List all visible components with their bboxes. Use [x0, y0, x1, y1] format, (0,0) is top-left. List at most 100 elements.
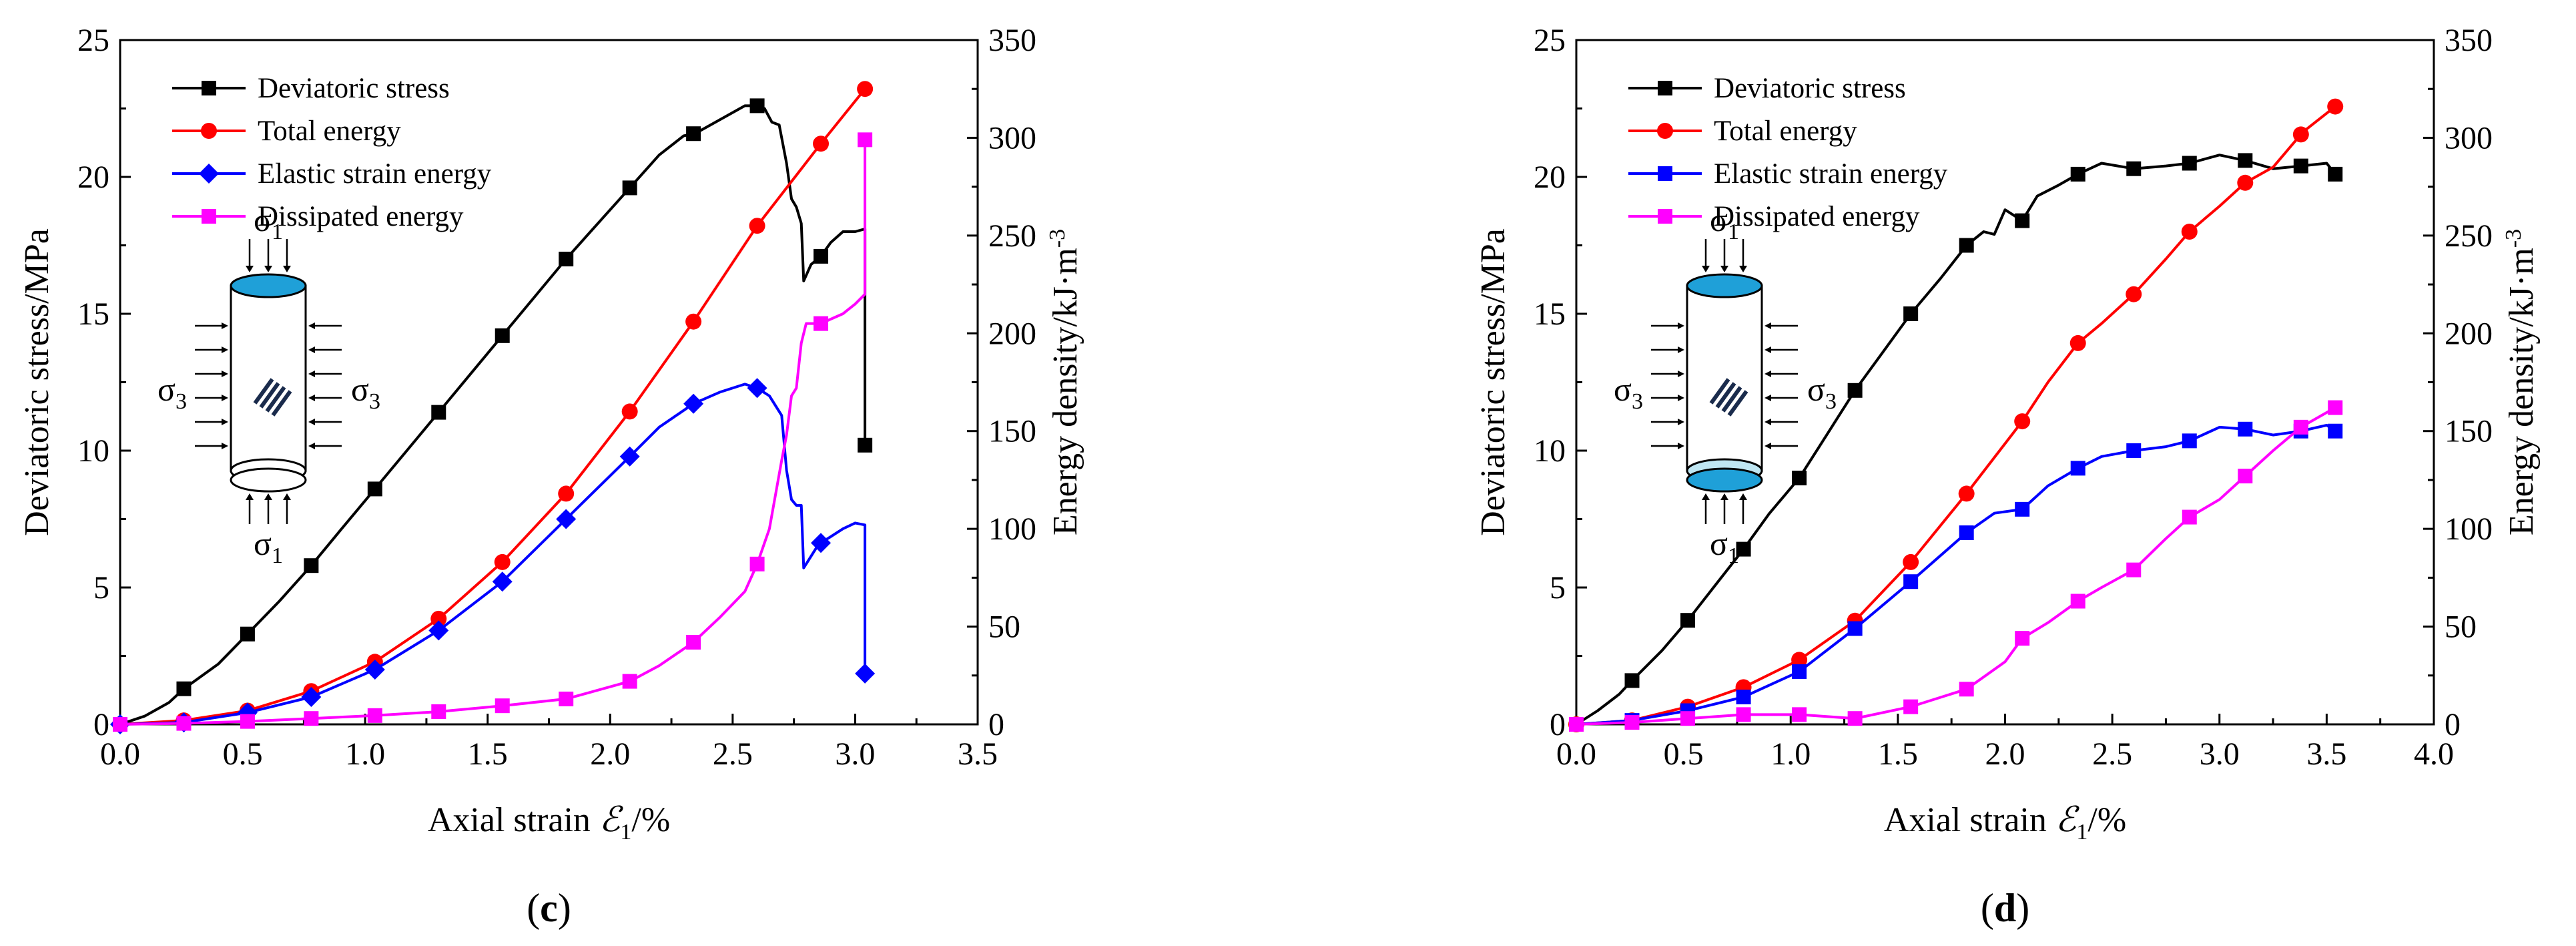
- sigma3-right-arrowhead: [308, 346, 315, 353]
- sigma3-left-arrowhead: [222, 346, 228, 353]
- sigma3-right-arrowhead: [308, 419, 315, 425]
- x-tick-label: 3.0: [2200, 736, 2240, 772]
- deviatoric-stress-line: [119, 104, 867, 726]
- sigma1-bottom-arrowhead: [264, 493, 272, 500]
- chart-panel-d: 0.0 0.5 1.0 1.5 2.0 2.5 3.0 3.5 4.00510152025050…: [1474, 23, 2541, 930]
- sigma1-bottom-arrowhead: [1739, 493, 1747, 500]
- dissipated-energy-point: [1680, 711, 1696, 726]
- sigma3-left-label: σ3: [157, 371, 187, 414]
- sigma3-left-arrowhead: [1678, 395, 1684, 401]
- axis-ticks: 0.0 0.5 1.0 1.5 2.0 2.5 3.0 3.5 4.00510152025050…: [1534, 23, 2493, 772]
- deviatoric-stress-point: [622, 180, 637, 196]
- y-right-tick-label: 100: [2445, 511, 2493, 547]
- x-tick-label: 3.5: [2306, 736, 2346, 772]
- y-right-tick-label: 300: [988, 120, 1036, 156]
- deviatoric-stress-point: [1792, 471, 1807, 485]
- sigma1-top-arrowhead: [1739, 266, 1747, 272]
- y-right-tick-label: 350: [2445, 23, 2493, 58]
- dissipated-energy-point: [559, 691, 574, 706]
- crack-line: [1721, 386, 1742, 413]
- sigma3-right-arrowhead: [308, 443, 315, 449]
- sigma1-bottom-label: σ1: [254, 525, 283, 568]
- y-left-tick-label: 0: [93, 707, 109, 742]
- sigma3-left-arrowhead: [222, 371, 228, 377]
- dissipated-energy-point: [2238, 469, 2253, 484]
- sigma3-left-arrowhead: [1678, 419, 1684, 425]
- sigma3-right-arrowhead: [1764, 443, 1771, 449]
- y-left-tick-label: 15: [77, 296, 109, 332]
- total-energy-point: [558, 485, 575, 502]
- x-tick-label: 0.0: [100, 736, 140, 772]
- dissipated-energy-line: [1576, 406, 2336, 726]
- deviatoric-stress-point: [1736, 541, 1751, 557]
- y-right-tick-label: 250: [988, 218, 1036, 254]
- dissipated-energy-point: [431, 704, 446, 719]
- total-energy-point: [1791, 652, 1808, 668]
- sigma1-bottom-arrowhead: [246, 493, 254, 500]
- elastic-strain-energy-point: [2015, 501, 2030, 517]
- deviatoric-stress-point: [240, 626, 255, 642]
- x-tick-label: 2.5: [713, 736, 753, 772]
- x-tick-label: 2.0: [590, 736, 630, 772]
- crack-line: [265, 386, 286, 413]
- deviatoric-stress-point: [814, 248, 829, 264]
- specimen-diagram: σ1 σ3 σ3 σ1: [157, 201, 380, 568]
- axis-ticks: 0.0 0.5 1.0 1.5 2.0 2.5 3.0 3.50510152025050100…: [77, 23, 1036, 772]
- sigma1-bottom-arrowhead: [1720, 493, 1728, 500]
- x-tick-label: 3.5: [958, 736, 998, 772]
- y-right-tick-label: 50: [988, 610, 1020, 645]
- dissipated-energy-point: [240, 714, 255, 729]
- dissipated-energy-point: [176, 716, 192, 731]
- elastic-strain-energy-point: [2238, 421, 2253, 437]
- dissipated-energy-point: [2126, 562, 2142, 577]
- total-energy-point: [2237, 174, 2254, 191]
- total-energy-point: [494, 553, 511, 570]
- deviatoric-stress-point: [176, 681, 192, 696]
- deviatoric-stress-point: [858, 437, 873, 453]
- x-axis-title: Axial strain ℰ1/%: [428, 801, 670, 845]
- y-left-tick-label: 25: [77, 23, 109, 58]
- deviatoric-stress-point: [304, 558, 319, 573]
- dissipated-energy-point: [858, 132, 873, 148]
- sigma1-top-label: σ1: [254, 201, 283, 244]
- y-left-axis-title: Deviatoric stress/MPa: [1474, 228, 1512, 536]
- deviatoric-stress-point: [1959, 238, 1974, 253]
- y-right-tick-label: 0: [2445, 707, 2461, 742]
- deviatoric-stress-point: [2015, 213, 2030, 228]
- y-left-tick-label: 25: [1534, 23, 1566, 58]
- y-right-tick-label: 150: [988, 414, 1036, 449]
- total-energy-point: [857, 81, 874, 97]
- deviatoric-stress-point: [2182, 156, 2197, 171]
- dissipated-energy-point: [1736, 707, 1751, 722]
- sigma1-top-arrowhead: [1702, 266, 1710, 272]
- deviatoric-stress-point: [686, 126, 701, 142]
- panel-label: (c): [527, 886, 571, 930]
- specimen-bottom-cap: [1686, 467, 1763, 493]
- legend-label: Deviatoric stress: [1714, 73, 1906, 104]
- y-left-tick-label: 0: [1550, 707, 1566, 742]
- y-right-tick-label: 100: [988, 511, 1036, 547]
- y-right-tick-label: 250: [2445, 218, 2493, 254]
- x-tick-label: 4.0: [2414, 736, 2454, 772]
- sigma3-left-arrowhead: [1678, 443, 1684, 449]
- elastic-strain-energy-point: [747, 378, 767, 399]
- elastic-strain-energy-point: [2328, 423, 2343, 439]
- crack-line: [253, 378, 274, 405]
- x-axis-title: Axial strain ℰ1/%: [1884, 801, 2126, 845]
- legend-marker: [1658, 209, 1672, 224]
- sigma3-right-label: σ3: [1807, 371, 1837, 414]
- deviatoric-stress-point: [1847, 383, 1863, 398]
- sigma1-top-arrowhead: [264, 266, 272, 272]
- legend-marker: [199, 164, 219, 184]
- sigma3-left-arrowhead: [222, 443, 228, 449]
- legend-label: Deviatoric stress: [258, 73, 450, 104]
- y-left-tick-label: 5: [93, 570, 109, 606]
- deviatoric-stress-point: [431, 405, 446, 420]
- y-right-axis-title: Energy density/kJ·m-3: [2501, 229, 2541, 535]
- total-energy-point: [2126, 286, 2142, 302]
- y-left-axis-title: Deviatoric stress/MPa: [18, 228, 56, 536]
- elastic-strain-energy-point: [619, 446, 640, 467]
- dissipated-energy-point: [749, 556, 765, 571]
- elastic-strain-energy-point: [855, 663, 876, 684]
- elastic-strain-energy-point: [2070, 461, 2085, 476]
